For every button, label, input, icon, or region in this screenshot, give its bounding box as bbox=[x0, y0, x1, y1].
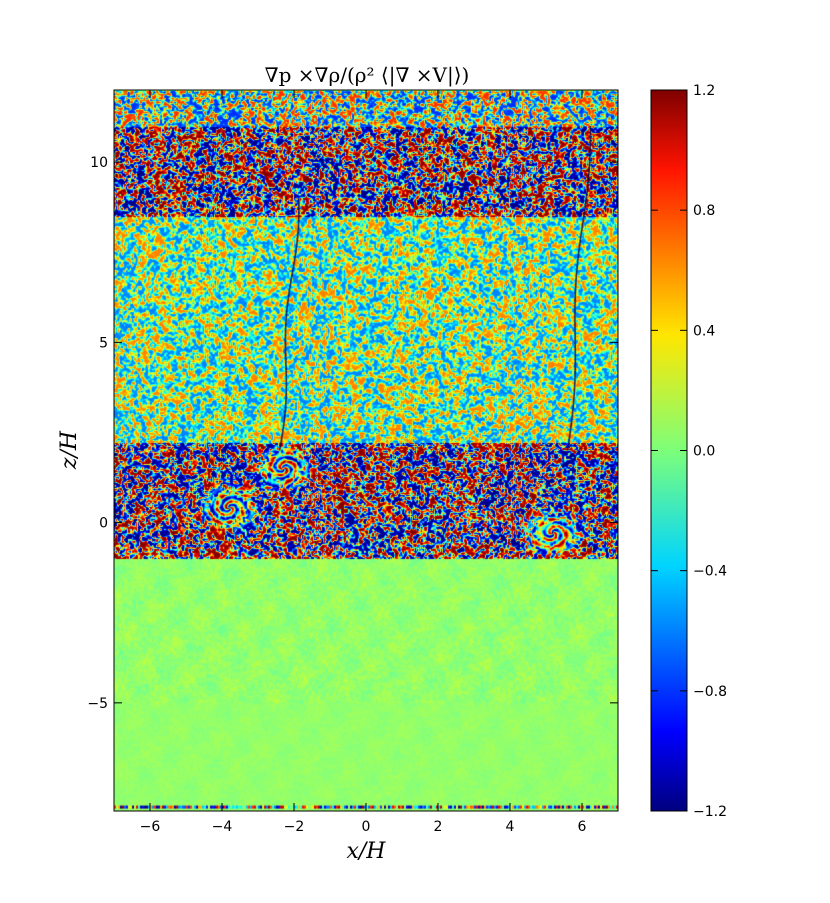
heatmap-area bbox=[114, 90, 618, 811]
x-tick-label: 2 bbox=[434, 819, 443, 835]
colorbar-tick-label: −1.2 bbox=[693, 804, 727, 820]
x-tick-label: 4 bbox=[506, 819, 515, 835]
colorbar-tick-label: 0.8 bbox=[693, 203, 715, 219]
chart-title: ∇p ×∇ρ/(ρ² ⟨|∇ ×V|⟩) bbox=[265, 63, 470, 88]
colorbar-tick-label: 0.4 bbox=[693, 323, 715, 339]
y-axis-title: z/H bbox=[57, 430, 82, 470]
colorbar-tick-label: −0.4 bbox=[693, 564, 727, 580]
x-axis-title: x/H bbox=[346, 839, 386, 864]
x-tick-label: −4 bbox=[212, 819, 233, 835]
x-axis-ticks: −6 −4 −2 0 2 4 6 bbox=[140, 90, 587, 835]
colorbar-tick-label: 0.0 bbox=[693, 444, 715, 460]
colorbar-ticks: 1.2 0.8 0.4 0.0 −0.4 −0.8 −1.2 bbox=[651, 83, 727, 820]
colorbar-tick-label: 1.2 bbox=[693, 83, 715, 99]
x-tick-label: −6 bbox=[140, 819, 161, 835]
x-tick-label: −2 bbox=[284, 819, 305, 835]
x-tick-label: 0 bbox=[362, 819, 371, 835]
x-tick-label: 6 bbox=[578, 819, 587, 835]
y-tick-label: 10 bbox=[90, 155, 108, 171]
y-tick-label: 0 bbox=[99, 516, 108, 532]
colorbar-tick-label: −0.8 bbox=[693, 684, 727, 700]
y-axis-ticks: −5 0 5 10 bbox=[87, 155, 618, 712]
y-tick-label: −5 bbox=[87, 696, 108, 712]
heatmap-canvas bbox=[114, 90, 618, 811]
y-tick-label: 5 bbox=[99, 335, 108, 351]
